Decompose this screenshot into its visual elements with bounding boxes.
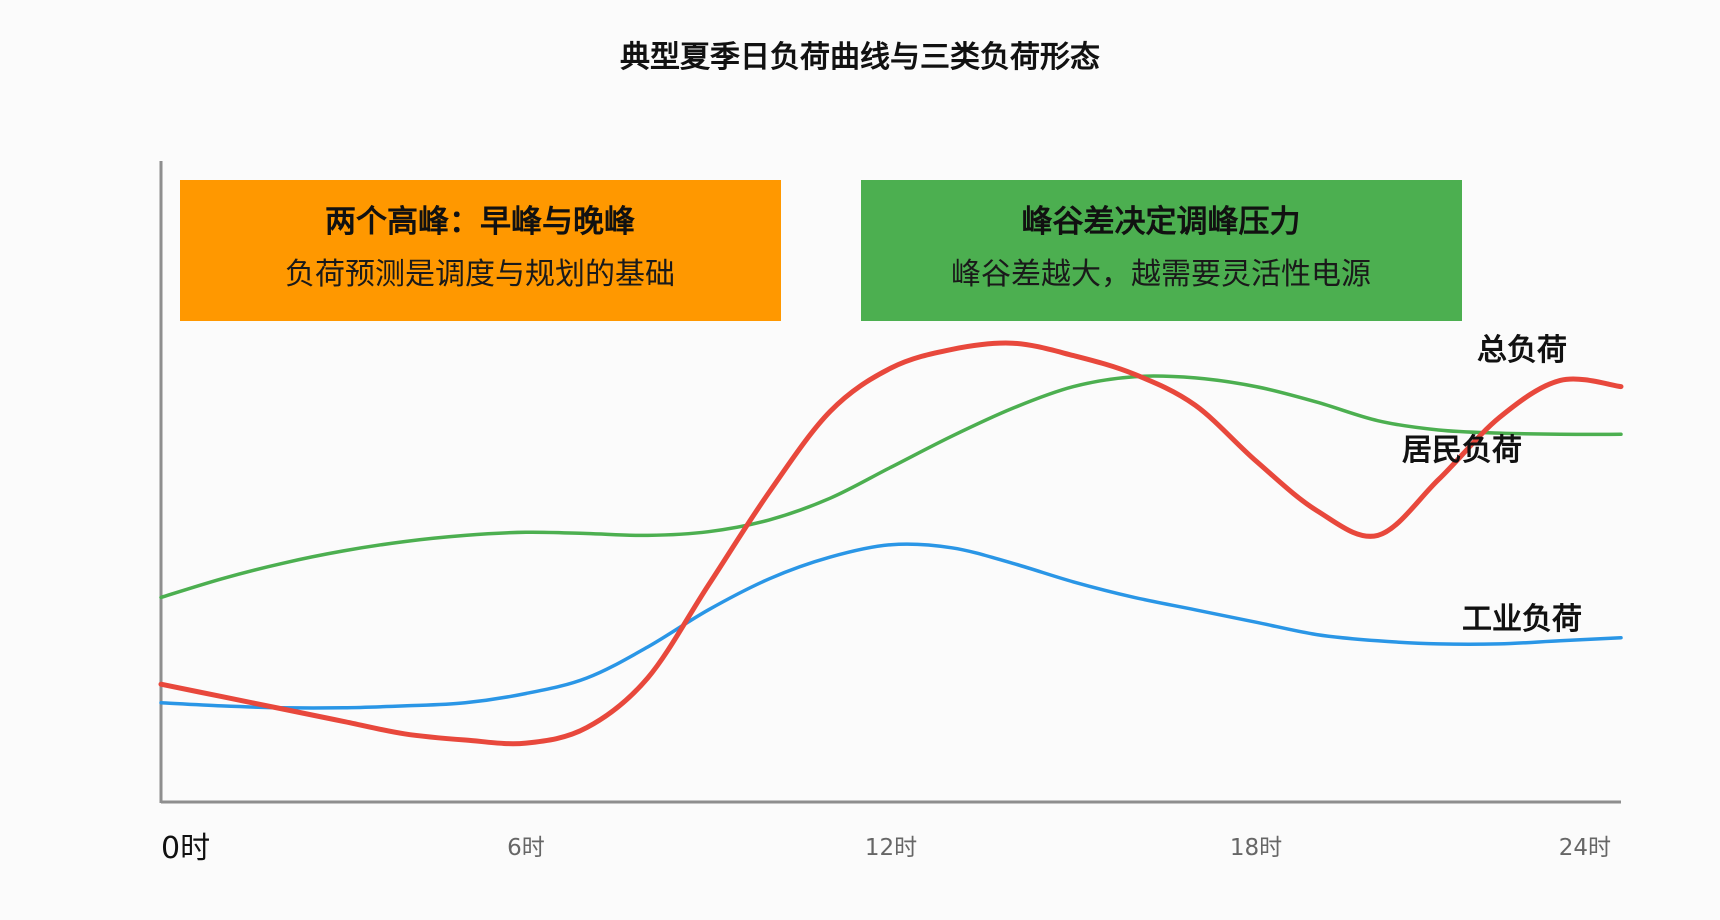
series-label-industrial-load: 工业负荷 <box>1462 602 1582 637</box>
chart-title: 典型夏季日负荷曲线与三类负荷形态 <box>620 40 1100 75</box>
series-label-total-load: 总负荷 <box>1477 333 1567 368</box>
x-tick-label: 18时 <box>1230 835 1282 861</box>
x-tick-label: 0时 <box>161 831 210 866</box>
annotation-box-peak-valley-background <box>861 180 1462 321</box>
series-line-total-load <box>158 340 1624 747</box>
series-layer <box>158 340 1624 747</box>
annotation-box-peak-valley-text: 峰谷差越大，越需要灵活性电源 <box>951 257 1371 292</box>
series-line-residential-load <box>159 374 1623 600</box>
annotation-box-peaks: 两个高峰：早峰与晚峰 负荷预测是调度与规划的基础 <box>180 180 781 321</box>
annotation-box-peaks-text: 负荷预测是调度与规划的基础 <box>285 257 675 292</box>
annotation-box-peaks-title: 两个高峰：早峰与晚峰 <box>325 204 635 240</box>
x-tick-label: 6时 <box>507 835 545 861</box>
annotation-box-peak-valley: 峰谷差决定调峰压力 峰谷差越大，越需要灵活性电源 <box>861 180 1462 321</box>
plot-area <box>159 161 1621 804</box>
x-tick-label: 24时 <box>1559 835 1611 861</box>
annotation-box-peaks-background <box>180 180 781 321</box>
x-tick-labels: 0时 6时 12时 18时 24时 <box>161 831 1611 866</box>
series-label-residential-load: 居民负荷 <box>1402 433 1522 468</box>
annotation-box-peak-valley-title: 峰谷差决定调峰压力 <box>1022 204 1301 240</box>
series-line-industrial-load <box>159 542 1623 710</box>
x-tick-label: 12时 <box>865 835 917 861</box>
